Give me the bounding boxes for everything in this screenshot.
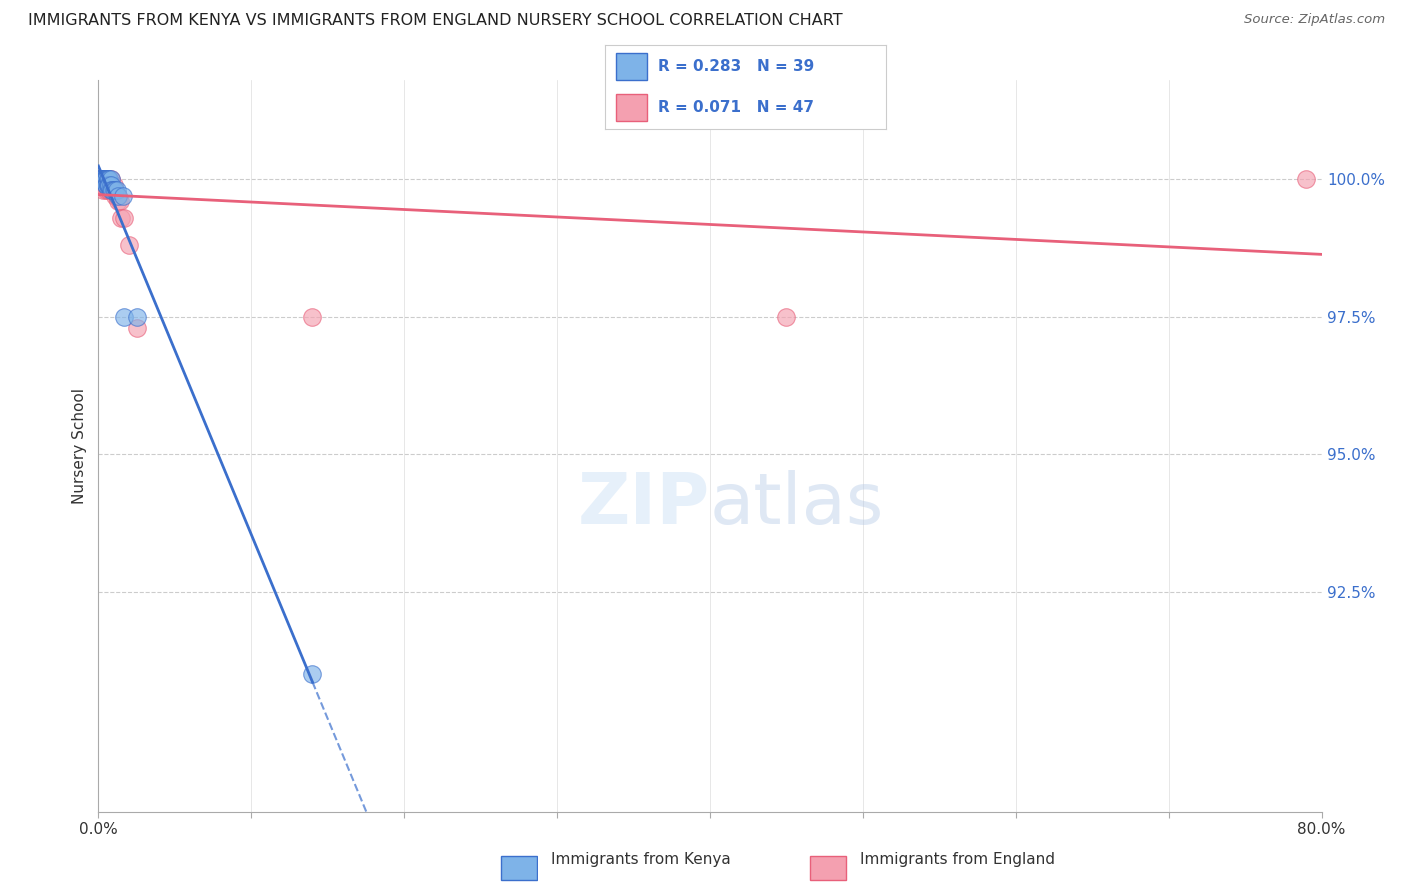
Text: ZIP: ZIP	[578, 470, 710, 539]
Point	[91, 172, 114, 186]
Point	[90, 172, 112, 186]
Point	[98, 178, 121, 192]
Point	[97, 183, 120, 197]
Point	[89, 178, 111, 192]
Point	[104, 183, 127, 197]
Point	[90, 178, 112, 192]
Point	[301, 667, 323, 681]
FancyBboxPatch shape	[501, 856, 537, 880]
Point	[98, 183, 121, 197]
Point	[94, 178, 117, 192]
Point	[118, 238, 141, 252]
Point	[89, 172, 111, 186]
Point	[91, 172, 114, 186]
Point	[100, 183, 122, 197]
Point	[301, 310, 323, 324]
Text: atlas: atlas	[710, 470, 884, 539]
Point	[101, 178, 124, 192]
Point	[91, 172, 114, 186]
Text: R = 0.283   N = 39: R = 0.283 N = 39	[658, 59, 814, 74]
Point	[89, 178, 111, 192]
Point	[94, 178, 117, 192]
Point	[97, 178, 120, 192]
Point	[89, 172, 111, 186]
Point	[93, 172, 115, 186]
Point	[107, 188, 129, 202]
Point	[94, 172, 117, 186]
Point	[101, 183, 124, 197]
Point	[101, 183, 124, 197]
Point	[775, 310, 797, 324]
Point	[90, 172, 112, 186]
Text: Immigrants from England: Immigrants from England	[860, 852, 1056, 867]
Point	[105, 183, 128, 197]
Point	[111, 188, 134, 202]
Point	[112, 211, 135, 225]
Point	[125, 310, 148, 324]
Point	[98, 178, 121, 192]
Point	[93, 172, 115, 186]
Point	[89, 172, 111, 186]
Point	[107, 194, 129, 209]
Text: Source: ZipAtlas.com: Source: ZipAtlas.com	[1244, 13, 1385, 27]
Point	[94, 172, 117, 186]
Point	[97, 178, 120, 192]
Point	[90, 178, 112, 192]
Text: R = 0.071   N = 47: R = 0.071 N = 47	[658, 100, 814, 115]
Point	[125, 320, 148, 334]
Point	[97, 178, 120, 192]
Point	[97, 178, 120, 192]
Point	[91, 172, 114, 186]
Point	[90, 172, 112, 186]
FancyBboxPatch shape	[616, 54, 647, 80]
Point	[112, 310, 135, 324]
FancyBboxPatch shape	[810, 856, 846, 880]
Point	[89, 172, 111, 186]
Point	[105, 188, 128, 202]
Point	[103, 183, 125, 197]
Point	[97, 172, 120, 186]
Point	[94, 172, 117, 186]
Point	[98, 178, 121, 192]
Point	[94, 183, 117, 197]
Point	[91, 172, 114, 186]
Point	[98, 172, 121, 186]
Point	[103, 178, 125, 192]
Point	[93, 178, 115, 192]
Point	[110, 211, 132, 225]
Y-axis label: Nursery School: Nursery School	[72, 388, 87, 504]
Point	[103, 183, 125, 197]
Text: IMMIGRANTS FROM KENYA VS IMMIGRANTS FROM ENGLAND NURSERY SCHOOL CORRELATION CHAR: IMMIGRANTS FROM KENYA VS IMMIGRANTS FROM…	[28, 13, 842, 29]
Point	[94, 178, 117, 192]
Point	[100, 172, 122, 186]
Point	[91, 178, 114, 192]
Text: Immigrants from Kenya: Immigrants from Kenya	[551, 852, 731, 867]
FancyBboxPatch shape	[616, 94, 647, 120]
Point	[98, 172, 121, 186]
Point	[97, 172, 120, 186]
Point	[91, 178, 114, 192]
Point	[100, 178, 122, 192]
Point	[107, 188, 129, 202]
Point	[100, 178, 122, 192]
Point	[1295, 172, 1317, 186]
Point	[104, 188, 127, 202]
Point	[104, 183, 127, 197]
Point	[97, 172, 120, 186]
Point	[108, 194, 131, 209]
Point	[90, 172, 112, 186]
Point	[91, 183, 114, 197]
Point	[90, 172, 112, 186]
Point	[100, 178, 122, 192]
Point	[97, 172, 120, 186]
Point	[98, 178, 121, 192]
Point	[91, 172, 114, 186]
Point	[93, 172, 115, 186]
Point	[93, 172, 115, 186]
Point	[93, 172, 115, 186]
Point	[100, 183, 122, 197]
Point	[94, 178, 117, 192]
Point	[100, 172, 122, 186]
Point	[93, 178, 115, 192]
